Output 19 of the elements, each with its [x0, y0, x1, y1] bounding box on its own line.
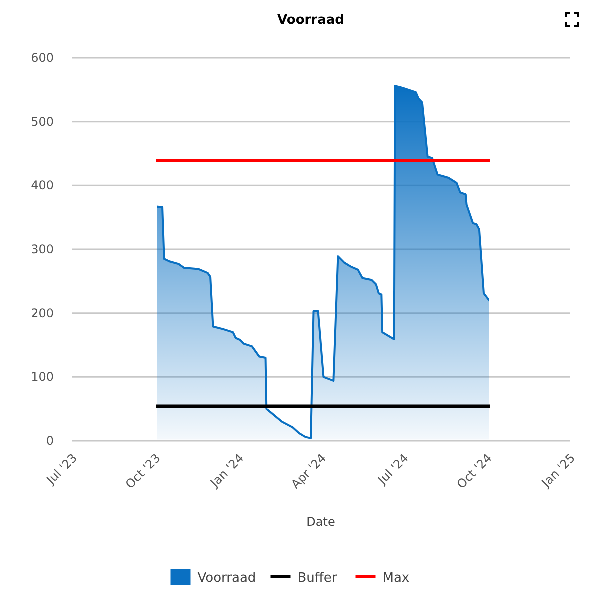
- legend-label: Voorraad: [198, 571, 256, 586]
- y-tick-label: 400: [31, 178, 54, 193]
- x-tick-label: Jan '24: [207, 451, 247, 491]
- x-tick-label: Jul '23: [43, 451, 80, 488]
- legend-label: Buffer: [298, 571, 338, 586]
- y-tick-label: 500: [31, 114, 54, 129]
- x-tick-label: Oct '24: [454, 451, 495, 492]
- chart-title: Voorraad: [278, 13, 344, 28]
- y-tick-label: 0: [46, 434, 54, 448]
- y-tick-label: 100: [31, 370, 54, 384]
- y-tick-label: 200: [31, 306, 54, 320]
- y-tick-label: 300: [31, 242, 54, 256]
- legend-label: Max: [382, 571, 410, 586]
- x-tick-label: Oct '23: [122, 451, 164, 492]
- x-tick-label: Jan '25: [538, 451, 578, 491]
- x-tick-label: Apr '24: [288, 451, 330, 492]
- y-tick-label: 600: [31, 51, 54, 65]
- x-axis-title: Date: [306, 515, 336, 529]
- x-tick-label: Jul '24: [374, 451, 412, 488]
